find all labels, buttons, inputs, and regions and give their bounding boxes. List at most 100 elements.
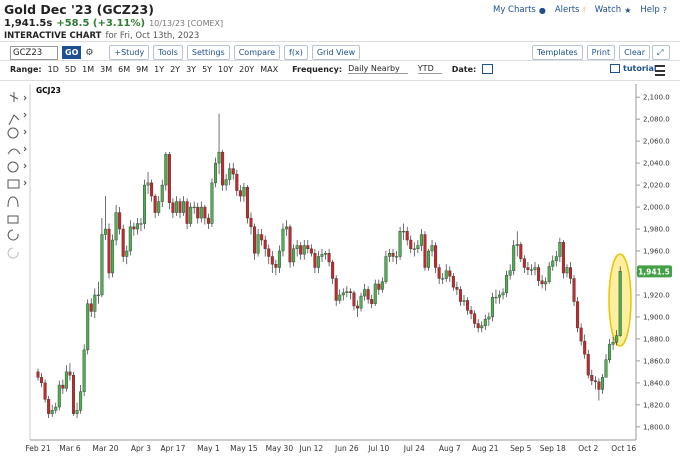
- frequency-select[interactable]: Daily Nearby: [348, 64, 408, 74]
- candle-body: [501, 292, 505, 296]
- toolbar-button[interactable]: Print: [586, 45, 616, 60]
- header-link[interactable]: Help: [640, 5, 660, 15]
- range-option[interactable]: 1D: [47, 64, 59, 74]
- candle-body: [597, 381, 601, 390]
- range-option[interactable]: 5Y: [202, 64, 213, 74]
- x-tick-label: Sep 5: [510, 444, 532, 453]
- candle-body: [270, 256, 274, 265]
- header-link[interactable]: Alerts: [554, 5, 580, 15]
- candle-body: [529, 269, 533, 271]
- candle-body: [427, 250, 431, 268]
- candle-body: [153, 195, 157, 213]
- candle-body: [327, 253, 331, 263]
- toolbar-button[interactable]: Compare: [233, 45, 281, 60]
- y-tick-label: 1,900.0: [643, 313, 670, 321]
- go-button[interactable]: GO: [62, 46, 82, 59]
- divider: [0, 60, 680, 61]
- toolbar-button[interactable]: f(x): [284, 45, 308, 60]
- x-tick-label: May 15: [230, 444, 258, 453]
- candle-body: [494, 296, 498, 299]
- range-option[interactable]: 1M: [82, 64, 95, 74]
- candle-body: [565, 267, 569, 274]
- toggle-icon[interactable]: ⚙: [85, 47, 94, 58]
- candle-body: [611, 342, 615, 345]
- candle-body: [199, 206, 203, 219]
- candle-body: [441, 278, 445, 280]
- symbol-input[interactable]: GCZ23: [10, 45, 58, 60]
- toolbar-button[interactable]: +Study: [109, 45, 150, 60]
- link-icon: ●: [538, 5, 546, 15]
- candle-body: [515, 244, 519, 246]
- x-tick-label: Aug 7: [439, 444, 461, 453]
- toolbar-button[interactable]: Settings: [186, 45, 230, 60]
- range-option[interactable]: 6M: [118, 64, 131, 74]
- tutorial-text: tutorial: [623, 64, 657, 73]
- candle-body: [462, 300, 466, 302]
- candle-body: [579, 327, 583, 342]
- header-link[interactable]: My Charts: [492, 5, 536, 15]
- candle-body: [316, 256, 320, 268]
- range-option[interactable]: 1Y: [154, 64, 165, 74]
- candle-body: [167, 154, 171, 203]
- candle-body: [558, 242, 562, 257]
- calendar-button[interactable]: [482, 64, 494, 74]
- y-tick-label: 1,840.0: [643, 379, 670, 387]
- x-tick-label: Mar 6: [59, 444, 81, 453]
- toolbar-button[interactable]: Grid View: [311, 45, 361, 60]
- candle-body: [292, 248, 296, 263]
- candle-body: [135, 223, 139, 230]
- candle-body: [228, 168, 232, 180]
- x-tick-label: Oct 16: [611, 444, 636, 453]
- candle-body: [253, 226, 257, 254]
- menu-icon[interactable]: [655, 65, 665, 76]
- candle-body: [402, 231, 406, 233]
- candle-body: [419, 234, 423, 246]
- title: Gold Dec '23 (GCZ23): [4, 2, 154, 17]
- candle-body: [182, 201, 186, 213]
- candle-body: [458, 289, 462, 302]
- candle-body: [43, 382, 47, 400]
- candle-body: [476, 323, 480, 329]
- candle-body: [281, 228, 285, 252]
- range-option[interactable]: MAX: [260, 64, 279, 74]
- range-option[interactable]: 20Y: [239, 64, 255, 74]
- range-option[interactable]: 3Y: [186, 64, 197, 74]
- range-option[interactable]: 10Y: [218, 64, 234, 74]
- candle-body: [363, 289, 367, 297]
- range-option[interactable]: 5D: [64, 64, 77, 74]
- candle-body: [444, 270, 448, 279]
- candle-body: [473, 313, 477, 324]
- toolbar-button[interactable]: Tools: [153, 45, 183, 60]
- range-option[interactable]: 3M: [100, 64, 113, 74]
- candle-body: [57, 384, 61, 408]
- header-link[interactable]: Watch: [594, 5, 622, 15]
- drawing-tools[interactable]: [7, 92, 27, 259]
- candle-body: [544, 281, 548, 285]
- candle-body: [196, 206, 200, 219]
- candle-body: [608, 344, 612, 360]
- x-tick-label: May 30: [266, 444, 294, 453]
- toolbar-button[interactable]: Templates: [532, 45, 583, 60]
- candle-body: [451, 276, 455, 288]
- tutorial[interactable]: tutorial: [610, 64, 657, 73]
- frequency-label: Frequency:: [292, 64, 343, 74]
- expand-button[interactable]: ⤢: [652, 45, 670, 60]
- candle-body: [483, 318, 487, 326]
- candle-body: [370, 299, 374, 304]
- candle-body: [359, 295, 363, 309]
- candle-body: [132, 226, 136, 230]
- range-option[interactable]: 9M: [136, 64, 149, 74]
- candle-body: [47, 399, 51, 414]
- candle-body: [416, 245, 420, 250]
- candle-body: [586, 354, 590, 376]
- candle-body: [469, 310, 473, 314]
- period-select[interactable]: YTD: [417, 64, 442, 74]
- candle-body: [345, 291, 349, 293]
- candle-body: [142, 184, 146, 224]
- candle-body: [373, 283, 377, 304]
- date-label: Date:: [451, 64, 477, 74]
- toolbar-button[interactable]: Clear: [619, 45, 650, 60]
- candle-body: [118, 212, 122, 230]
- range-option[interactable]: 2Y: [170, 64, 181, 74]
